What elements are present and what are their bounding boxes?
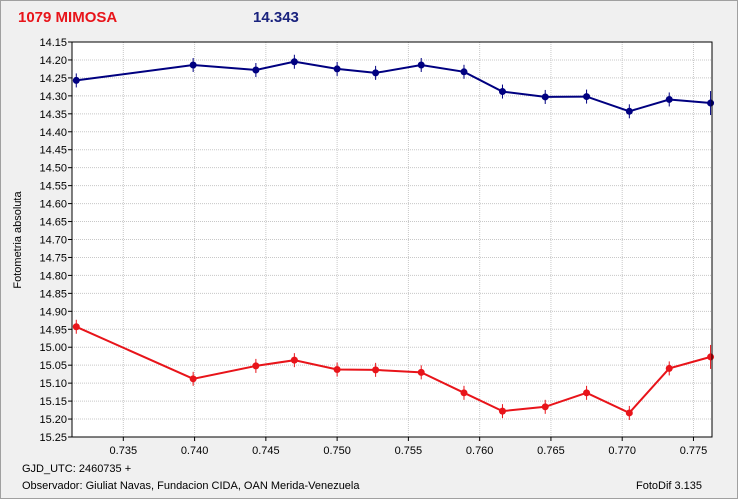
data-point bbox=[541, 93, 549, 101]
y-tick-label: 14.75 bbox=[39, 252, 67, 264]
data-point bbox=[707, 353, 715, 361]
x-tick-label: 0.770 bbox=[608, 445, 636, 457]
series-line-2 bbox=[75, 325, 711, 415]
y-tick-label: 14.85 bbox=[39, 288, 67, 300]
y-tick-label: 14.80 bbox=[39, 270, 67, 282]
y-tick-label: 14.50 bbox=[39, 163, 67, 175]
y-tick-label: 14.60 bbox=[39, 199, 67, 211]
x-tick-label: 0.740 bbox=[181, 445, 209, 457]
x-tick-label: 0.745 bbox=[252, 445, 280, 457]
y-tick-label: 14.65 bbox=[39, 217, 67, 229]
x-tick-label: 0.735 bbox=[110, 445, 138, 457]
y-tick-label: 14.35 bbox=[39, 109, 67, 121]
y-tick-label: 14.45 bbox=[39, 145, 67, 157]
data-point bbox=[541, 403, 549, 411]
data-point bbox=[498, 407, 506, 415]
observer-label: Observador: Giuliat Navas, Fundacion CID… bbox=[22, 480, 360, 492]
series-line-1 bbox=[76, 60, 711, 113]
x-tick-label: 0.775 bbox=[680, 445, 708, 457]
data-point bbox=[333, 65, 341, 73]
data-point bbox=[417, 368, 425, 376]
y-tick-label: 15.10 bbox=[39, 378, 67, 390]
y-tick-label: 14.15 bbox=[39, 37, 67, 49]
data-point bbox=[72, 76, 80, 84]
data-point bbox=[290, 58, 298, 66]
data-point bbox=[665, 95, 673, 103]
data-point bbox=[583, 389, 591, 397]
y-tick-label: 14.40 bbox=[39, 127, 67, 139]
data-point bbox=[625, 409, 633, 417]
y-tick-label: 14.25 bbox=[39, 73, 67, 85]
data-point bbox=[665, 364, 673, 372]
data-point bbox=[460, 389, 468, 397]
x-tick-label: 0.760 bbox=[466, 445, 494, 457]
plot-border bbox=[71, 41, 713, 438]
data-point bbox=[372, 69, 380, 77]
data-point bbox=[498, 88, 506, 96]
y-tick-label: 14.30 bbox=[39, 91, 67, 103]
x-tick-label: 0.755 bbox=[395, 445, 423, 457]
data-point bbox=[372, 366, 380, 374]
data-point bbox=[583, 93, 591, 101]
y-tick-label: 14.55 bbox=[39, 181, 67, 193]
gjd-label: GJD_UTC: 2460735 + bbox=[22, 463, 132, 475]
data-point bbox=[252, 362, 260, 370]
data-point bbox=[189, 375, 197, 383]
software-version: FotoDif 3.135 bbox=[636, 480, 703, 492]
data-point bbox=[290, 356, 298, 364]
y-tick-label: 14.70 bbox=[39, 235, 67, 247]
data-point bbox=[252, 66, 260, 74]
y-tick-label: 14.20 bbox=[39, 55, 67, 67]
data-point bbox=[460, 68, 468, 76]
data-point bbox=[417, 61, 425, 69]
data-point bbox=[333, 365, 341, 373]
magnitude-value: 14.343 bbox=[253, 9, 299, 26]
y-tick-label: 14.90 bbox=[39, 306, 67, 318]
y-tick-label: 15.20 bbox=[39, 414, 67, 426]
data-point bbox=[189, 61, 197, 69]
star-name-title: 1079 MIMOSA bbox=[18, 9, 118, 26]
x-tick-label: 0.750 bbox=[323, 445, 351, 457]
data-point bbox=[72, 323, 80, 331]
y-tick-label: 15.15 bbox=[39, 396, 67, 408]
y-tick-label: 15.05 bbox=[39, 360, 67, 372]
x-tick-label: 0.765 bbox=[537, 445, 565, 457]
y-tick-label: 15.00 bbox=[39, 342, 67, 354]
y-tick-label: 14.95 bbox=[39, 324, 67, 336]
data-point bbox=[707, 99, 715, 107]
data-point bbox=[625, 107, 633, 115]
y-tick-label: 15.25 bbox=[39, 432, 67, 444]
